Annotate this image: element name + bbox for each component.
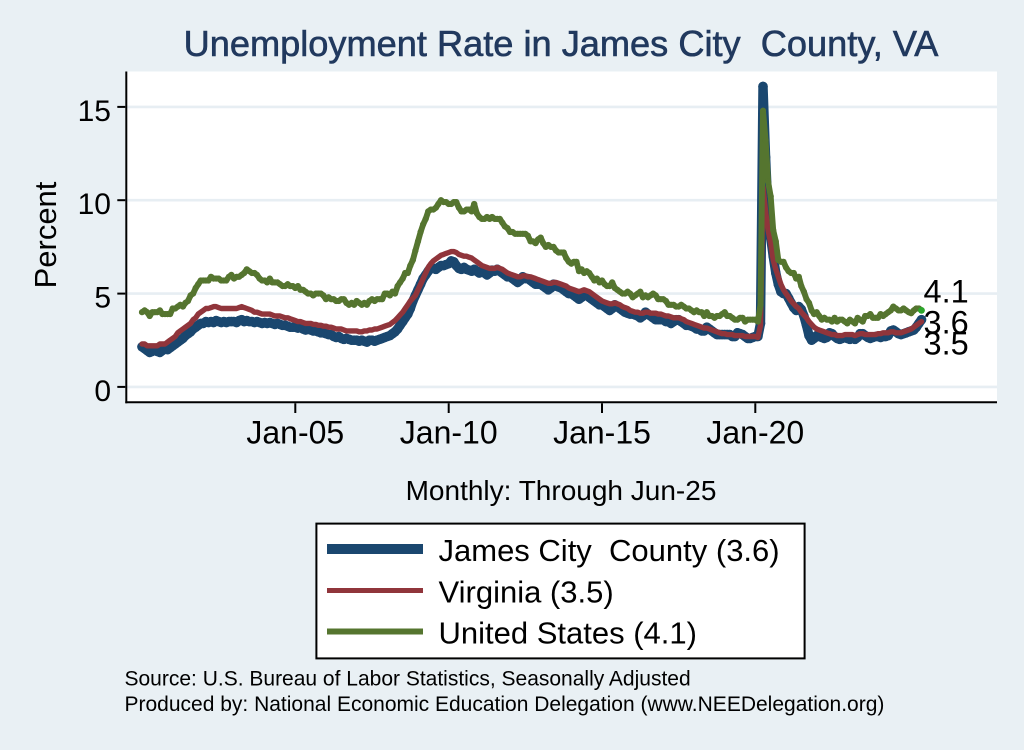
- svg-text:5: 5: [94, 282, 111, 315]
- svg-text:Monthly: Through Jun-25: Monthly: Through Jun-25: [406, 475, 717, 506]
- svg-text:United States (4.1): United States (4.1): [439, 616, 697, 651]
- svg-text:Virginia (3.5): Virginia (3.5): [439, 575, 614, 610]
- svg-text:3.5: 3.5: [924, 326, 969, 362]
- svg-text:Jan-05: Jan-05: [246, 415, 344, 451]
- svg-text:Percent: Percent: [28, 181, 63, 288]
- svg-text:Unemployment Rate in James Cit: Unemployment Rate in James City County, …: [184, 23, 940, 64]
- svg-text:15: 15: [78, 95, 111, 128]
- svg-text:3.6: 3.6: [924, 305, 969, 341]
- svg-text:James City County (3.6): James City County (3.6): [439, 533, 780, 568]
- svg-text:4.1: 4.1: [924, 274, 969, 310]
- svg-text:Jan-20: Jan-20: [706, 415, 804, 451]
- svg-text:Source: U.S. Bureau of Labor S: Source: U.S. Bureau of Labor Statistics,…: [125, 668, 691, 691]
- svg-text:Produced by: National Economic: Produced by: National Economic Education…: [125, 693, 885, 716]
- svg-text:Jan-10: Jan-10: [400, 415, 498, 451]
- svg-text:10: 10: [78, 188, 111, 221]
- svg-text:Jan-15: Jan-15: [553, 415, 651, 451]
- svg-text:0: 0: [94, 375, 111, 408]
